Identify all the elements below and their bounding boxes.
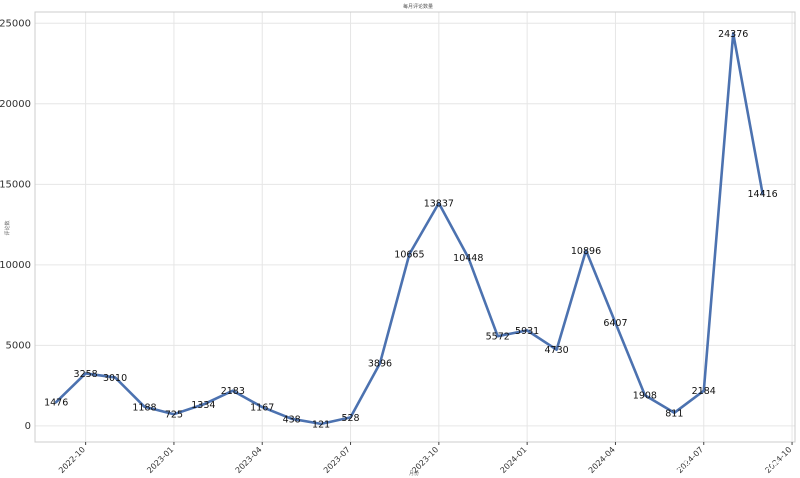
y-axis-label: 评论数: [4, 220, 11, 235]
data-label: 1476: [44, 398, 68, 409]
x-tick-label: 2024-01: [499, 445, 529, 475]
data-label: 5572: [486, 332, 510, 343]
data-label: 3896: [368, 359, 392, 370]
data-label: 4730: [544, 345, 568, 356]
data-label: 10665: [394, 250, 424, 261]
data-label: 3258: [74, 369, 98, 380]
y-tick-label: 15000: [0, 179, 31, 190]
x-tick-label: 2024-04: [587, 445, 617, 475]
y-tick-label: 20000: [0, 99, 31, 110]
data-label: 121: [312, 419, 330, 430]
data-label: 438: [283, 414, 301, 425]
data-label: 10896: [571, 246, 601, 257]
x-tick-label: 2023-04: [234, 445, 264, 475]
grid: [35, 12, 795, 442]
data-label: 24376: [718, 29, 748, 40]
data-label: 3010: [103, 373, 127, 384]
x-tick-label: 2023-07: [322, 445, 352, 475]
data-label: 528: [341, 413, 359, 424]
data-label: 1334: [191, 400, 215, 411]
series-line: [54, 31, 764, 426]
data-label: 5931: [515, 326, 539, 337]
data-labels: 1476 3258 3010 1188 725 1334 2183 1167 438 121 528…: [44, 29, 778, 431]
data-label: 811: [665, 408, 683, 419]
data-label: 2184: [692, 386, 716, 397]
x-tick-label: 2022-10: [57, 445, 87, 475]
y-tick-label: 25000: [0, 18, 31, 29]
data-label: 725: [165, 410, 183, 421]
chart-title: 每月评论数量: [403, 3, 433, 10]
x-axis-label: 月份: [409, 470, 419, 477]
data-label: 14416: [748, 189, 778, 200]
y-tick-label: 0: [25, 421, 31, 432]
y-tick-label: 10000: [0, 260, 31, 271]
plot-area-frame: [34, 11, 796, 443]
data-label: 13837: [424, 199, 454, 210]
data-label: 1167: [250, 403, 274, 414]
data-label: 10448: [453, 253, 483, 264]
x-tick-label: 2023-01: [145, 445, 175, 475]
data-label: 2183: [221, 386, 245, 397]
y-tick-label: 5000: [6, 340, 31, 351]
data-label: 1188: [132, 402, 156, 413]
data-label: 1908: [633, 391, 657, 402]
y-axis: 0 5000 10000 15000 20000 25000: [0, 18, 31, 432]
watermark-text: CSDN @aa.1735903: [675, 458, 797, 472]
data-label: 6407: [603, 318, 627, 329]
